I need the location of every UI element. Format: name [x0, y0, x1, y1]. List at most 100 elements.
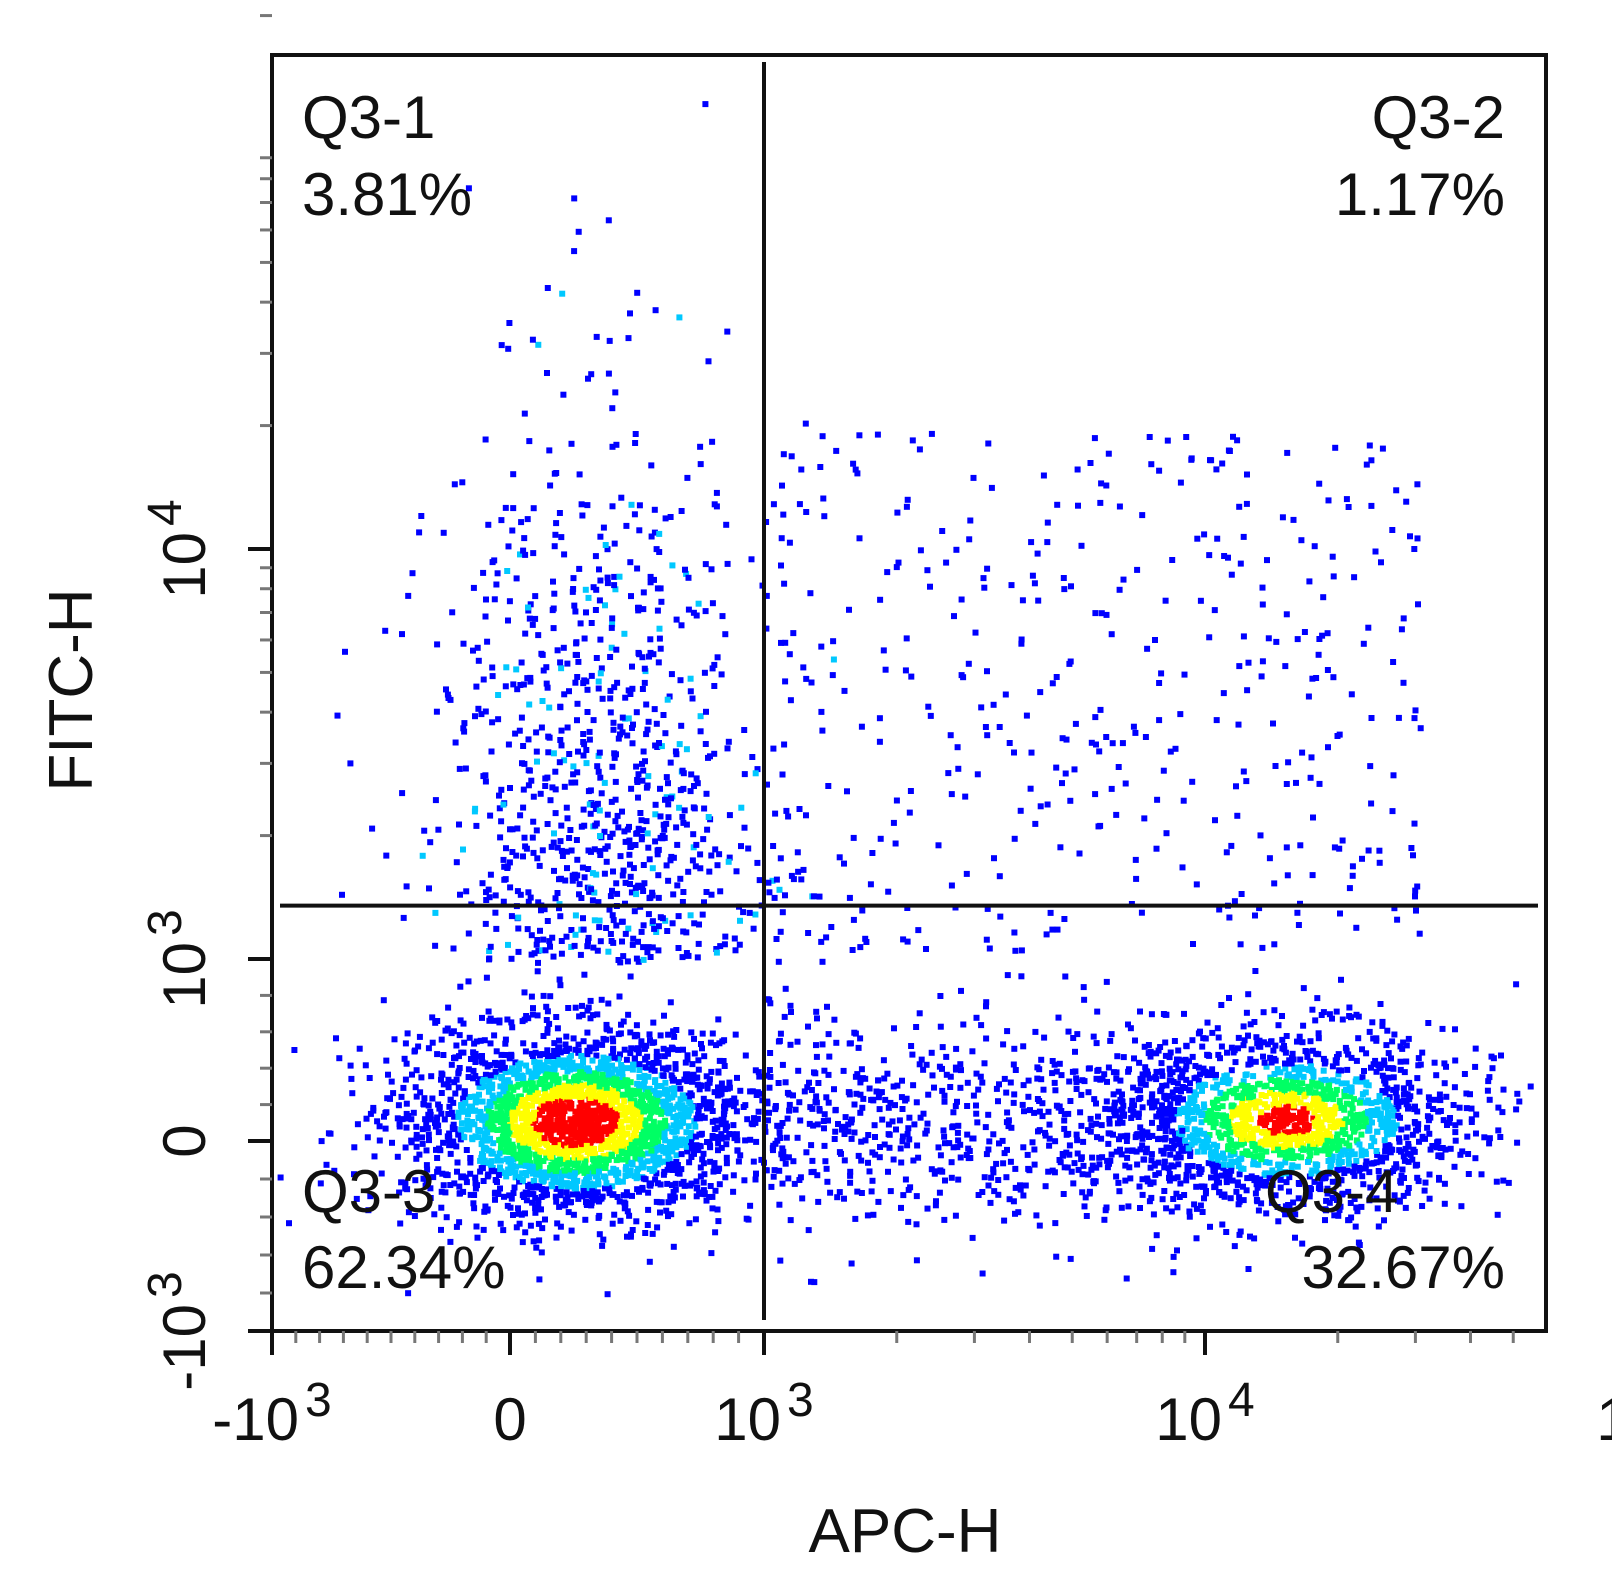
- event-dot: [1357, 1078, 1364, 1085]
- event-dot: [715, 1218, 722, 1225]
- event-dot: [1004, 972, 1011, 979]
- event-dot: [532, 1209, 539, 1216]
- event-dot: [1177, 1074, 1184, 1081]
- event-dot: [1268, 1086, 1275, 1093]
- event-dot: [777, 1030, 784, 1037]
- event-dot: [602, 1103, 609, 1110]
- event-dot: [1179, 1131, 1186, 1138]
- event-dot: [1001, 1150, 1008, 1157]
- event-dot: [1175, 1161, 1182, 1168]
- event-dot: [1419, 1049, 1426, 1056]
- event-dot: [570, 1211, 577, 1218]
- event-dot: [588, 1109, 595, 1116]
- event-dot: [1166, 1054, 1173, 1061]
- event-dot: [587, 1139, 594, 1146]
- event-dot: [1303, 1048, 1310, 1055]
- event-dot: [709, 1030, 716, 1037]
- event-dot: [1000, 1160, 1007, 1167]
- event-dot: [625, 1011, 632, 1018]
- event-dot: [492, 1196, 498, 1203]
- event-dot: [983, 1035, 990, 1042]
- event-dot: [640, 1163, 647, 1170]
- event-dot: [783, 1134, 790, 1141]
- event-dot: [1119, 1119, 1126, 1126]
- event-dot: [567, 1167, 574, 1174]
- event-dot: [899, 1077, 905, 1084]
- event-dot: [422, 1116, 429, 1123]
- event-dot: [1238, 1136, 1245, 1142]
- event-dot: [1073, 1079, 1080, 1086]
- event-dot: [1368, 1143, 1375, 1150]
- event-dot: [421, 1095, 428, 1102]
- event-dot: [438, 1076, 444, 1083]
- event-dot: [947, 1084, 954, 1090]
- event-dot: [1254, 1040, 1261, 1047]
- event-dot: [494, 1127, 501, 1133]
- event-dot: [821, 1142, 828, 1149]
- event-dot: [1527, 1083, 1534, 1090]
- event-dot: [841, 1131, 848, 1137]
- event-dot: [621, 1098, 628, 1105]
- event-dot: [1180, 1147, 1187, 1154]
- event-dot: [718, 1144, 725, 1151]
- event-dot: [1348, 1084, 1355, 1091]
- event-dot: [1350, 1169, 1357, 1176]
- event-dot: [579, 1118, 585, 1125]
- event-dot: [1355, 1117, 1362, 1124]
- event-dot: [579, 1002, 585, 1009]
- event-dot: [1175, 1151, 1182, 1158]
- event-dot: [1262, 1159, 1269, 1166]
- event-dot: [986, 1138, 993, 1145]
- event-dot: [492, 1177, 499, 1183]
- event-dot: [610, 917, 617, 924]
- event-dot: [1252, 1104, 1259, 1111]
- event-dot: [543, 1154, 550, 1161]
- event-dot: [1300, 1201, 1307, 1207]
- event-dot: [1229, 1177, 1236, 1184]
- event-dot: [577, 1154, 584, 1161]
- event-dot: [1295, 1195, 1302, 1202]
- event-dot: [504, 1202, 511, 1209]
- event-dot: [662, 1122, 669, 1129]
- event-dot: [899, 1133, 906, 1140]
- event-dot: [743, 1215, 750, 1222]
- event-dot: [1239, 1114, 1246, 1120]
- event-dot: [607, 1169, 614, 1176]
- event-dot: [865, 1132, 872, 1138]
- event-dot: [1377, 1110, 1384, 1117]
- event-dot: [937, 993, 944, 999]
- event-dot: [1281, 1087, 1288, 1094]
- event-dot: [1177, 1087, 1184, 1094]
- event-dot: [531, 1088, 538, 1095]
- event-dot: [1298, 1154, 1305, 1161]
- event-dot: [700, 1150, 707, 1157]
- event-dot: [1365, 1123, 1372, 1130]
- event-dot: [1257, 1139, 1264, 1146]
- event-dot: [502, 1137, 509, 1144]
- event-dot: [1310, 1068, 1317, 1075]
- event-dot: [623, 1164, 629, 1171]
- event-dot: [718, 1080, 725, 1087]
- event-dot: [331, 1167, 338, 1174]
- event-dot: [522, 1189, 529, 1196]
- event-dot: [847, 1179, 854, 1186]
- event-dot: [538, 1249, 545, 1256]
- event-dot: [1397, 1179, 1404, 1186]
- event-dot: [605, 370, 612, 377]
- event-dot: [1291, 1129, 1298, 1136]
- event-dot: [967, 1155, 974, 1161]
- event-dot: [1216, 1189, 1223, 1195]
- event-dot: [1159, 1122, 1166, 1129]
- event-dot: [1366, 1028, 1373, 1035]
- event-dot: [840, 1067, 847, 1074]
- event-dot: [544, 1083, 550, 1090]
- event-dot: [603, 1021, 610, 1028]
- event-dot: [554, 1051, 561, 1058]
- event-dot: [516, 1139, 523, 1146]
- event-dot: [1244, 1149, 1251, 1155]
- event-dot: [1374, 1151, 1381, 1158]
- event-dot: [371, 1153, 378, 1160]
- event-dot: [427, 1185, 434, 1192]
- event-dot: [570, 1035, 577, 1042]
- event-dot: [1399, 1166, 1406, 1173]
